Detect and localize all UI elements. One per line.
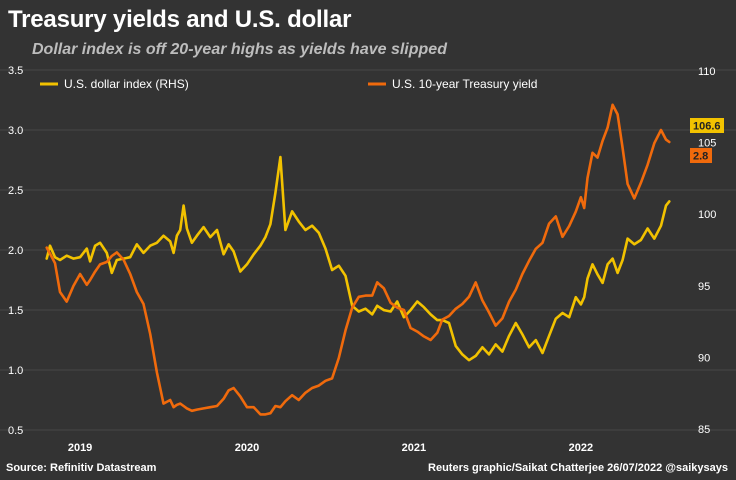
x-tick-label: 2022 [569, 442, 593, 454]
y-left-tick-label: 1.0 [8, 365, 23, 377]
y-right-tick-label: 110 [698, 66, 716, 78]
y-right-tick-label: 85 [698, 424, 710, 436]
legend: U.S. dollar index (RHS) U.S. 10-year Trea… [40, 77, 537, 91]
chart-title: Treasury yields and U.S. dollar [8, 6, 352, 33]
y-left-tick-label: 3.0 [8, 125, 23, 137]
y-left-tick-label: 3.5 [8, 65, 23, 77]
x-tick-label: 2021 [402, 442, 426, 454]
x-tick-label: 2020 [235, 442, 259, 454]
y-left-tick-label: 2.5 [8, 185, 23, 197]
grid-lines [0, 69, 736, 431]
end-label-box [690, 118, 724, 133]
legend-label: U.S. 10-year Treasury yield [392, 77, 537, 91]
end-labels: 106.6 2.8 [690, 118, 724, 163]
y-right-tick-label: 100 [698, 209, 716, 221]
end-label-value: 2.8 [693, 151, 708, 163]
y-left-tick-label: 1.5 [8, 305, 23, 317]
end-label-box [690, 148, 712, 163]
chart-subtitle: Dollar index is off 20-year highs as yie… [32, 41, 447, 58]
axes: 0.5 1.0 1.5 2.0 2.5 3.0 3.5 85 90 95 100 105 110 2019… [8, 65, 716, 454]
y-right-tick-label: 95 [698, 281, 710, 293]
x-tick-label: 2019 [68, 442, 92, 454]
legend-label: U.S. dollar index (RHS) [64, 77, 189, 91]
series-lines [45, 103, 671, 416]
source-note: Source: Refinitiv Datastream [6, 462, 157, 474]
y-left-tick-label: 0.5 [8, 425, 23, 437]
y-right-tick-label: 105 [698, 138, 716, 150]
y-left-tick-label: 2.0 [8, 245, 23, 257]
treasury-yield-line [45, 103, 671, 416]
dollar-index-line [45, 155, 671, 362]
y-right-tick-label: 90 [698, 352, 710, 364]
end-label-value: 106.6 [693, 121, 721, 133]
credit-note: Reuters graphic/Saikat Chatterjee 26/07/… [428, 462, 728, 474]
